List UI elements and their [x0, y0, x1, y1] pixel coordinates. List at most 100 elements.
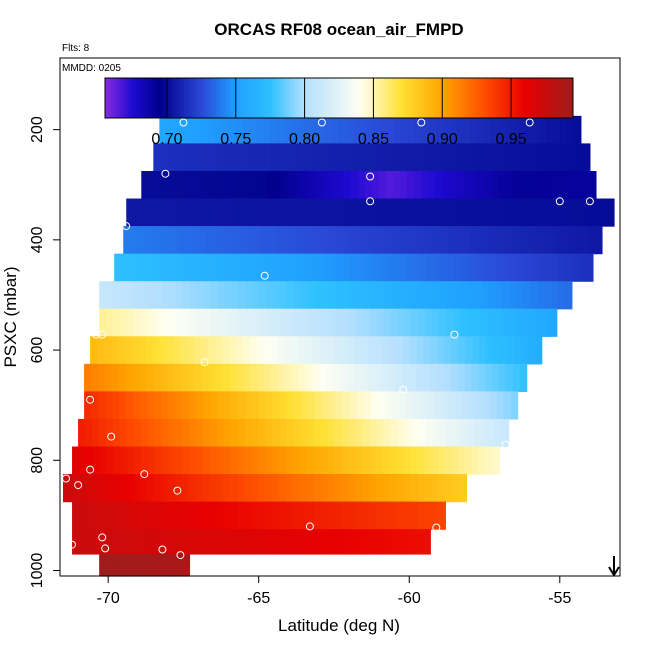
heatmap-cell	[414, 170, 422, 200]
heatmap-cell	[453, 418, 461, 448]
heatmap-cell	[278, 446, 287, 475]
heatmap-cell	[169, 253, 178, 282]
x-tick-label: -55	[548, 590, 571, 607]
heatmap-cell	[418, 418, 426, 448]
colorbar-segment	[110, 78, 115, 118]
colorbar-segment	[435, 78, 439, 118]
heatmap-cell	[381, 336, 390, 365]
heatmap-cell	[293, 391, 302, 420]
heatmap-cell	[509, 198, 518, 227]
colorbar-segment	[517, 78, 521, 118]
heatmap-cell	[147, 281, 156, 310]
heatmap-cell	[443, 363, 452, 392]
heatmap-cell	[229, 336, 237, 365]
colorbar-segment	[505, 78, 510, 118]
heatmap-cell	[168, 198, 176, 227]
heatmap-cell	[459, 474, 468, 503]
heatmap-cell	[113, 501, 122, 530]
heatmap-cell	[154, 198, 162, 227]
colorbar-segment	[374, 78, 378, 118]
heatmap-cell	[237, 308, 246, 337]
direction-arrow-icon	[608, 556, 620, 577]
colorbar-segment	[479, 78, 483, 118]
heatmap-cell	[384, 281, 392, 310]
heatmap-cell	[314, 308, 322, 337]
heatmap-cell	[117, 336, 126, 365]
heatmap-cell	[451, 143, 459, 172]
heatmap-cell	[382, 529, 390, 555]
heatmap-cell	[370, 198, 378, 227]
heatmap-cell	[456, 115, 464, 145]
heatmap-cell	[368, 446, 377, 475]
heatmap-cell	[161, 281, 170, 310]
colorbar-segment	[210, 78, 214, 118]
heatmap-cell	[518, 226, 527, 255]
heatmap-cell	[534, 336, 543, 365]
heatmap-cell	[516, 253, 525, 282]
heatmap-cell	[110, 336, 119, 365]
heatmap-cell	[141, 446, 149, 475]
heatmap-cell	[407, 226, 416, 255]
heatmap-cell	[435, 226, 443, 255]
heatmap-cell	[243, 474, 252, 503]
heatmap-cell	[85, 446, 94, 475]
heatmap-cell	[203, 446, 211, 475]
heatmap-cell	[403, 446, 411, 475]
heatmap-cell	[251, 501, 260, 530]
heatmap-cell	[438, 501, 446, 530]
heatmap-cell	[470, 115, 478, 145]
heatmap-cell	[473, 418, 482, 448]
heatmap-cell	[306, 446, 314, 475]
heatmap-cell	[480, 418, 489, 448]
colorbar-segment	[546, 78, 551, 118]
heatmap-cell	[409, 363, 417, 392]
heatmap-cell	[273, 253, 282, 282]
colorbar-segment	[257, 78, 261, 118]
heatmap-cell	[189, 501, 198, 530]
heatmap-cell	[84, 391, 92, 420]
heatmap-cell	[414, 226, 423, 255]
colorbar-segment	[423, 78, 428, 118]
colorbar-segment	[113, 78, 118, 118]
heatmap-cell	[265, 198, 274, 227]
heatmap-cell	[195, 474, 203, 503]
colorbar-segment	[540, 78, 545, 118]
heatmap-cell	[291, 143, 300, 172]
heatmap-cell	[97, 363, 106, 392]
heatmap-cell	[522, 308, 530, 337]
heatmap-cell	[402, 143, 411, 172]
heatmap-cell	[150, 226, 159, 255]
heatmap-cell	[232, 253, 240, 282]
heatmap-cell	[328, 281, 337, 310]
heatmap-cell	[519, 363, 528, 392]
heatmap-cell	[173, 115, 181, 145]
heatmap-cell	[299, 446, 308, 475]
heatmap-cell	[277, 363, 286, 392]
heatmap-cell	[395, 336, 404, 365]
heatmap-cell	[119, 391, 127, 420]
y-tick-label: 200	[29, 116, 46, 143]
heatmap-cell	[565, 253, 573, 282]
heatmap-cell	[195, 198, 204, 227]
heatmap-cell	[236, 474, 245, 503]
heatmap-cell	[416, 529, 425, 555]
heatmap-cell	[216, 391, 225, 420]
heatmap-cell	[430, 336, 439, 365]
colorbar-segment	[502, 78, 507, 118]
heatmap-cell	[468, 253, 476, 282]
heatmap-cell	[313, 446, 321, 475]
heatmap-cell	[410, 474, 419, 503]
heatmap-cell	[119, 308, 128, 337]
colorbar-segment	[107, 78, 112, 118]
heatmap-cell	[106, 501, 115, 530]
colorbar-segment	[201, 78, 205, 118]
heatmap-cell	[99, 308, 107, 337]
heatmap-cell	[494, 308, 502, 337]
heatmap-cell	[284, 336, 293, 365]
heatmap-cell	[512, 363, 521, 392]
heatmap-cell	[146, 363, 154, 392]
heatmap-cell	[175, 418, 183, 448]
heatmap-cell	[188, 198, 197, 227]
colorbar-segment	[353, 78, 358, 118]
heatmap-cell	[272, 418, 281, 448]
